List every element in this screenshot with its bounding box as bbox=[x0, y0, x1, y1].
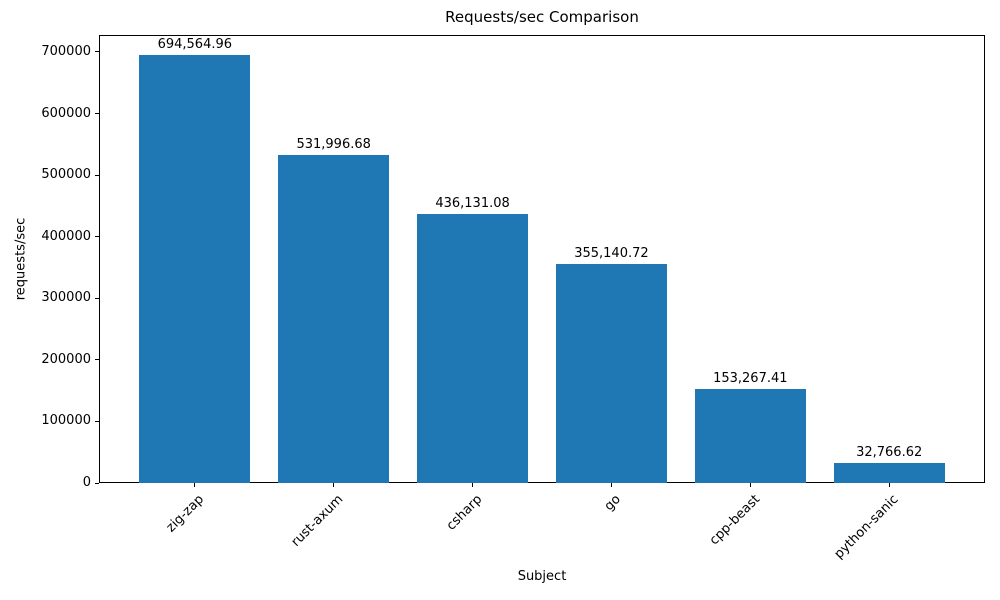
y-tick-mark bbox=[95, 51, 99, 53]
y-tick-label: 300000 bbox=[41, 290, 91, 306]
y-tick-label: 700000 bbox=[41, 43, 91, 59]
bar-python-sanic bbox=[833, 462, 945, 483]
bar-value-label: 153,267.41 bbox=[713, 370, 788, 386]
y-tick-label: 0 bbox=[82, 475, 91, 490]
y-tick-label: 600000 bbox=[41, 105, 91, 121]
x-tick-mark bbox=[610, 483, 612, 487]
bar-rust-axum bbox=[278, 155, 390, 483]
x-axis-label: Subject bbox=[517, 569, 567, 584]
bar-csharp bbox=[417, 214, 529, 483]
x-tick-mark bbox=[333, 483, 335, 487]
x-tick-mark bbox=[194, 483, 196, 487]
bar-cpp-beast bbox=[694, 388, 806, 483]
y-tick-label: 500000 bbox=[41, 167, 91, 183]
x-tick-label: csharp bbox=[443, 492, 486, 534]
x-tick-mark bbox=[749, 483, 751, 487]
x-tick-label: rust-axum bbox=[288, 492, 347, 550]
x-tick-mark bbox=[888, 483, 890, 487]
y-tick-mark bbox=[95, 420, 99, 422]
y-tick-mark bbox=[95, 113, 99, 115]
y-tick-label: 200000 bbox=[41, 351, 91, 367]
y-tick-mark bbox=[95, 482, 99, 484]
x-tick-label: zig-zap bbox=[164, 492, 208, 536]
chart-title: Requests/sec Comparison bbox=[445, 8, 639, 26]
bar-go bbox=[555, 264, 667, 483]
y-tick-label: 400000 bbox=[41, 228, 91, 244]
bar-zig-zap bbox=[139, 55, 251, 483]
bar-value-label: 32,766.62 bbox=[856, 444, 923, 460]
bar-value-label: 694,564.96 bbox=[157, 37, 233, 53]
x-tick-label: cpp-beast bbox=[706, 492, 763, 549]
bar-value-label: 436,131.08 bbox=[435, 196, 510, 212]
bar-value-label: 531,996.68 bbox=[296, 137, 371, 153]
y-tick-mark bbox=[95, 236, 99, 238]
x-tick-label: go bbox=[601, 492, 625, 515]
y-tick-label: 100000 bbox=[41, 413, 91, 429]
bar-value-label: 355,140.72 bbox=[574, 246, 649, 262]
y-tick-mark bbox=[95, 297, 99, 299]
y-tick-mark bbox=[95, 174, 99, 176]
y-tick-mark bbox=[95, 359, 99, 361]
x-tick-label: python-sanic bbox=[831, 492, 902, 562]
x-tick-mark bbox=[472, 483, 474, 487]
